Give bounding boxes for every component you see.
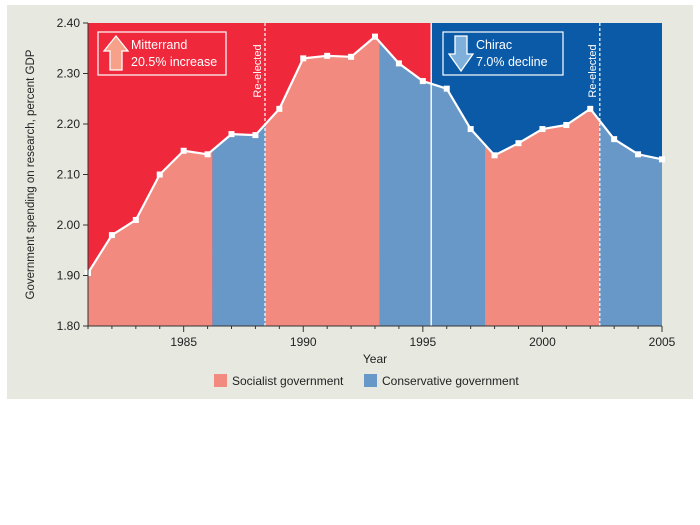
data-point-1989 [276,105,283,112]
data-point-2002 [587,105,594,112]
government-area-2 [212,124,265,326]
legend-label-2: Conservative government [382,374,519,388]
government-area-1 [88,150,213,326]
data-point-1999 [515,140,522,147]
y-tick-label-5: 2.30 [57,67,81,81]
data-point-1992 [348,53,355,60]
data-point-1984 [156,171,163,178]
y-axis-label: Government spending on research, percent… [25,49,37,299]
up-arrow-icon [102,34,130,71]
presidency-annotation-chirac: Chirac 7.0% decline [442,31,564,76]
y-tick-label-2: 2.00 [57,218,81,232]
data-point-1997 [467,126,474,133]
data-point-1994 [395,60,402,67]
annotation-box-chirac [442,31,564,76]
data-point-2001 [563,122,570,129]
data-point-1985 [180,147,187,154]
annotation-box-mitterrand [97,31,227,76]
legend-label-1: Socialist government [232,374,344,388]
data-point-2000 [539,126,546,133]
data-point-1988 [252,132,259,139]
legend-swatch-1 [214,374,227,387]
down-arrow-icon [447,35,475,73]
y-tick-label-1: 1.90 [57,269,81,283]
data-point-2003 [611,136,618,143]
chart-figure: Re-elected Re-elected Mitterrand 20.5% incr… [7,5,693,399]
x-tick-label-1: 1990 [290,335,317,349]
y-tick-label-6: 2.40 [57,16,81,30]
y-tick-label-4: 2.20 [57,117,81,131]
data-point-1995 [419,78,426,85]
annotation-change-mitterrand: 20.5% increase [131,55,217,69]
x-tick-label-2: 1995 [409,335,436,349]
annotation-name-mitterrand: Mitterrand [131,38,187,52]
data-point-1991 [324,52,331,59]
x-tick-label-0: 1985 [170,335,197,349]
data-point-1983 [132,216,139,223]
data-point-1982 [108,232,115,239]
data-point-1986 [204,151,211,158]
data-point-1996 [443,85,450,92]
data-point-1998 [491,152,498,159]
legend-swatch-2 [364,374,377,387]
presidency-annotation-mitterrand: Mitterrand 20.5% increase [97,31,227,76]
government-area-5 [485,108,600,326]
x-axis-label: Year [363,352,387,366]
x-tick-label-3: 2000 [529,335,556,349]
spending-area-chart: Re-elected Re-elected Mitterrand 20.5% incr… [25,16,676,388]
y-tick-label-3: 2.10 [57,168,81,182]
data-point-1993 [372,33,378,40]
reelection-label-1: Re-elected [252,44,264,97]
government-area-3 [264,36,380,326]
government-area-4 [379,41,486,327]
data-point-1990 [300,55,307,62]
reelection-label-2: Re-elected [587,44,599,97]
data-point-2005 [659,156,665,163]
government-area-6 [599,120,662,326]
data-point-1987 [228,131,235,138]
data-point-2004 [635,151,642,158]
y-tick-label-0: 1.80 [57,319,81,333]
x-tick-label-4: 2005 [649,335,676,349]
annotation-name-chirac: Chirac [476,38,512,52]
annotation-change-chirac: 7.0% decline [476,55,548,69]
